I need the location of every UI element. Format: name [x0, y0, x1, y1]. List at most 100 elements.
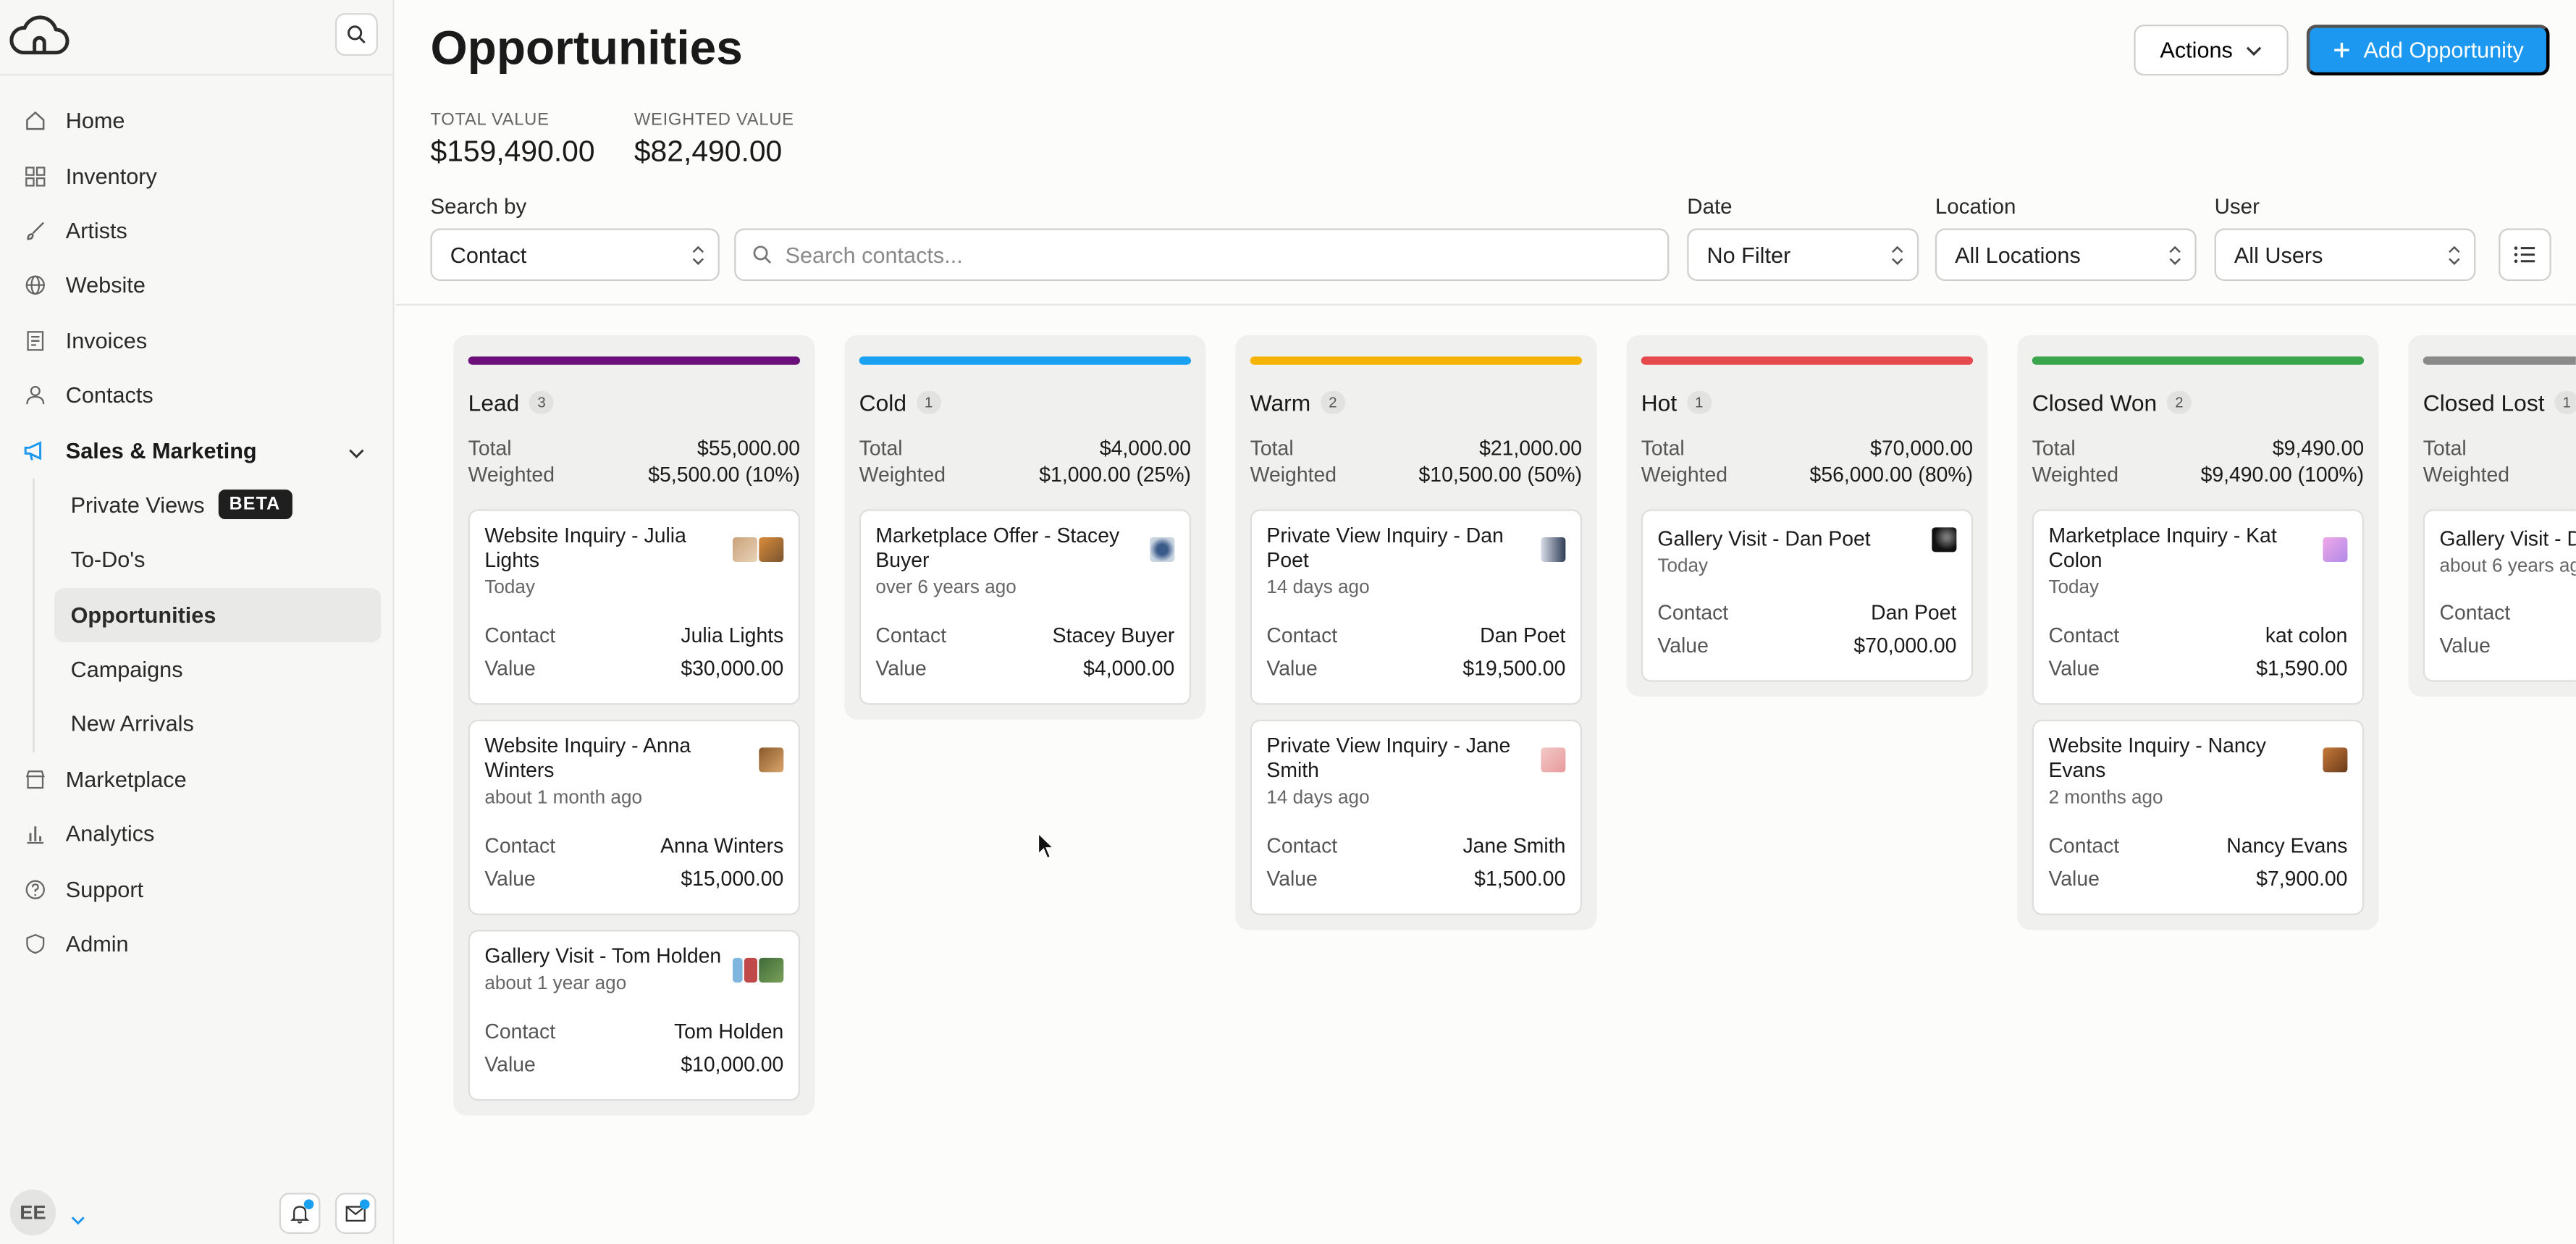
- header-divider: [395, 303, 2576, 306]
- card-title: Marketplace Offer - Stacey Buyer: [875, 524, 1120, 572]
- select-arrows-icon: [2449, 245, 2460, 265]
- card-value: $1,590.00: [2256, 656, 2348, 680]
- artwork-thumbnail: [744, 957, 758, 983]
- sidebar-search-button[interactable]: [334, 13, 378, 56]
- column-lead: Lead 3 Total $55,000.00 Weighted $5,500.00…: [453, 335, 815, 1116]
- search-by-label: Search by: [430, 193, 527, 219]
- card-date: Today: [484, 578, 535, 598]
- column-count-badge: 1: [916, 391, 941, 414]
- column-header: Warm 2: [1250, 390, 1582, 416]
- sidebar-section-sales-marketing[interactable]: Sales & Marketing: [17, 423, 382, 478]
- search-contacts-field[interactable]: [734, 228, 1670, 281]
- user-icon: [23, 384, 46, 407]
- opportunity-card[interactable]: Website Inquiry - Nancy Evans 2 months a…: [2032, 719, 2365, 915]
- column-total: $4,000.00: [1099, 437, 1192, 461]
- chevron-down-icon: [2247, 46, 2262, 55]
- card-value: $1,500.00: [1474, 866, 1566, 890]
- column-name: Hot: [1641, 389, 1678, 416]
- card-contact: Tom Holden: [673, 1020, 784, 1043]
- opportunity-card[interactable]: Marketplace Inquiry - Kat Colon Today Co…: [2032, 509, 2365, 705]
- artwork-thumbnails: [1539, 537, 1566, 562]
- user-select[interactable]: All Users: [2214, 228, 2476, 281]
- list-view-button[interactable]: [2499, 228, 2551, 281]
- value-label: Value: [2439, 633, 2491, 657]
- sidebar-item-label: Campaigns: [70, 657, 183, 682]
- chevron-down-icon[interactable]: [71, 1204, 85, 1234]
- card-date: 14 days ago: [1266, 789, 1370, 809]
- opportunity-card[interactable]: Private View Inquiry - Jane Smith 14 day…: [1250, 719, 1583, 915]
- artwork-thumbnail: [1541, 537, 1566, 562]
- sidebar-item-marketplace[interactable]: Marketplace: [17, 752, 382, 807]
- artwork-thumbnail: [732, 957, 743, 983]
- sidebar-divider: [0, 74, 395, 76]
- actions-button[interactable]: Actions: [2134, 25, 2289, 76]
- location-select[interactable]: All Locations: [1935, 228, 2197, 281]
- contact-label: Contact: [2439, 601, 2511, 625]
- opportunity-card[interactable]: Private View Inquiry - Dan Poet 14 days …: [1250, 509, 1583, 705]
- column-totals: Total $4,000.00 Weighted $1,000.00 (25%): [859, 437, 1191, 490]
- column-totals: Total $21,000.00 Weighted $10,500.00 (50%): [1250, 437, 1582, 490]
- user-value: All Users: [2234, 242, 2323, 267]
- artwork-thumbnail: [1541, 747, 1566, 773]
- cloud-logo-icon[interactable]: [7, 10, 72, 59]
- column-total: $21,000.00: [1479, 437, 1583, 461]
- sidebar-item-invoices[interactable]: Invoices: [17, 313, 382, 368]
- column-count-badge: 2: [1320, 391, 1345, 414]
- opportunity-card[interactable]: Gallery Visit - D about 6 years ag Conta…: [2423, 509, 2576, 682]
- total-value-stat: TOTAL VALUE $159,490.00: [430, 110, 594, 169]
- contact-label: Contact: [484, 834, 556, 858]
- opportunity-card[interactable]: Gallery Visit - Tom Holden about 1 year …: [468, 930, 801, 1101]
- plus-icon: [2333, 42, 2349, 58]
- sidebar-item-support[interactable]: Support: [17, 862, 382, 917]
- sidebar-item-admin[interactable]: Admin: [17, 917, 382, 972]
- search-contacts-input[interactable]: [785, 242, 1640, 267]
- sidebar-item-inventory[interactable]: Inventory: [17, 148, 382, 203]
- sidebar-item-label: Private Views: [70, 492, 205, 518]
- add-opportunity-button[interactable]: Add Opportunity: [2306, 25, 2550, 76]
- value-label: Value: [1657, 633, 1709, 657]
- sidebar-item-opportunities[interactable]: Opportunities: [54, 587, 382, 642]
- total-label: Total: [1641, 437, 1685, 461]
- opportunity-card[interactable]: Website Inquiry - Julia Lights Today Con…: [468, 509, 801, 705]
- sidebar-item-label: Artists: [65, 218, 127, 243]
- artwork-thumbnail: [732, 537, 758, 562]
- weighted-value: $82,490.00: [634, 135, 783, 168]
- search-by-select[interactable]: Contact: [430, 228, 720, 281]
- sidebar-item-home[interactable]: Home: [17, 93, 382, 148]
- total-value-label: TOTAL VALUE: [430, 110, 550, 130]
- bell-icon: [290, 1206, 310, 1224]
- card-contact: Stacey Buyer: [1052, 624, 1175, 647]
- contact-label: Contact: [1266, 624, 1338, 647]
- column-weighted: $5,500.00 (10%): [648, 463, 801, 487]
- artwork-thumbnail: [759, 537, 784, 562]
- opportunity-card[interactable]: Gallery Visit - Dan Poet Today Contact Da…: [1641, 509, 1974, 682]
- messages-button[interactable]: [334, 1193, 376, 1235]
- user-label: User: [2214, 193, 2260, 219]
- sidebar-item-campaigns[interactable]: Campaigns: [54, 642, 382, 697]
- total-label: Total: [859, 437, 903, 461]
- sidebar-item-todos[interactable]: To-Do's: [54, 532, 382, 587]
- document-icon: [23, 329, 46, 352]
- opportunity-card[interactable]: Marketplace Offer - Stacey Buyer over 6 …: [859, 509, 1192, 705]
- sidebar-item-private-views[interactable]: Private Views BETA: [54, 478, 382, 533]
- mail-icon: [345, 1206, 366, 1222]
- column-color-bar: [1250, 356, 1583, 365]
- beta-badge: BETA: [217, 490, 292, 520]
- sidebar-item-contacts[interactable]: Contacts: [17, 368, 382, 423]
- date-select[interactable]: No Filter: [1687, 228, 1919, 281]
- value-label: Value: [2048, 866, 2100, 890]
- sidebar-item-artists[interactable]: Artists: [17, 203, 382, 259]
- sidebar-item-label: Contacts: [65, 382, 153, 408]
- sidebar-item-analytics[interactable]: Analytics: [17, 807, 382, 862]
- avatar[interactable]: EE: [9, 1189, 56, 1236]
- shield-icon: [23, 933, 46, 956]
- card-date: about 6 years ag: [2439, 557, 2576, 577]
- sidebar-item-new-arrivals[interactable]: New Arrivals: [54, 697, 382, 752]
- sidebar-section-label: Sales & Marketing: [65, 437, 257, 463]
- sidebar-item-website[interactable]: Website: [17, 259, 382, 314]
- column-header: Cold 1: [859, 390, 1191, 416]
- column-weighted: $9,490.00 (100%): [2200, 463, 2365, 487]
- opportunity-card[interactable]: Website Inquiry - Anna Winters about 1 m…: [468, 719, 801, 915]
- notifications-button[interactable]: [279, 1193, 321, 1235]
- chevron-down-icon[interactable]: [348, 438, 365, 463]
